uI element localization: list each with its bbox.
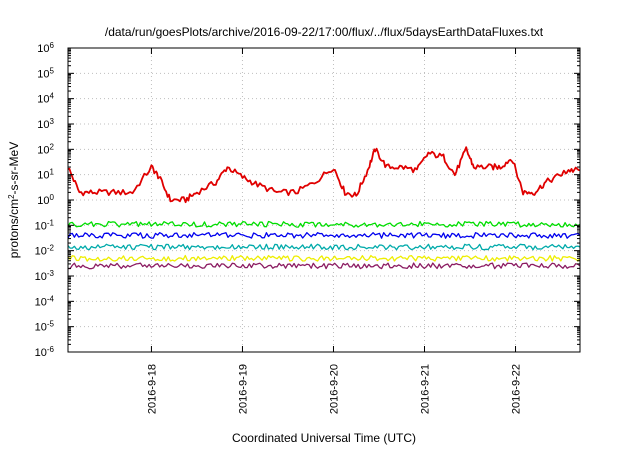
y-tick-label: 10-1 [35, 218, 55, 233]
y-axis-title: protons/cm2-s-sr-MeV [7, 142, 22, 258]
chart-title: /data/run/goesPlots/archive/2016-09-22/1… [105, 25, 544, 39]
series-line [67, 243, 581, 251]
y-tick-base: 10 [37, 170, 49, 182]
y-tick-exponent: -3 [47, 269, 55, 278]
y-tick-exponent: -2 [47, 243, 55, 252]
y-tick-base: 10 [37, 195, 49, 207]
y-tick-label: 102 [37, 142, 54, 157]
x-axis-title: Coordinated Universal Time (UTC) [232, 431, 416, 445]
grid-lines [68, 48, 580, 352]
series-line [67, 146, 581, 204]
y-tick-base: 10 [37, 119, 49, 131]
y-tick-exponent: 2 [50, 142, 55, 151]
y-tick-exponent: 4 [50, 91, 55, 100]
series-line [67, 232, 581, 239]
y-tick-base: 10 [35, 246, 47, 258]
y-tick-exponent: 1 [50, 167, 55, 176]
y-axis-title-rest: -s-sr-MeV [7, 142, 21, 195]
y-tick-label: 10-2 [35, 243, 55, 258]
y-tick-exponent: 3 [50, 117, 55, 126]
y-tick-exponent: 6 [50, 41, 55, 50]
y-tick-base: 10 [35, 296, 47, 308]
x-tick-label: 2016-9-19 [237, 364, 249, 414]
y-tick-label: 10-5 [35, 319, 55, 334]
y-axis-title-main: protons/cm [7, 199, 21, 258]
y-axis-ticks: 10-610-510-410-310-210-11001011021031041… [35, 41, 580, 360]
series-line [67, 220, 581, 228]
y-tick-label: 104 [37, 91, 54, 106]
y-tick-label: 10-4 [35, 294, 55, 309]
y-tick-exponent: 5 [50, 66, 55, 75]
y-tick-base: 10 [35, 271, 47, 283]
y-tick-label: 10-3 [35, 269, 55, 284]
y-tick-base: 10 [37, 144, 49, 156]
y-tick-base: 10 [37, 68, 49, 80]
y-tick-exponent: 0 [50, 193, 55, 202]
x-tick-label: 2016-9-18 [146, 364, 158, 414]
y-axis-title-exponent: 2 [7, 194, 16, 199]
x-axis-ticks: 2016-9-18 2016-9-19 2016-9-20 2016-9-21 2016… [146, 48, 523, 414]
series-line [67, 262, 581, 270]
y-tick-exponent: -6 [47, 345, 55, 354]
x-tick-label: 2016-9-20 [328, 364, 340, 414]
y-tick-label: 101 [37, 167, 54, 182]
y-tick-exponent: -4 [47, 294, 55, 303]
y-tick-base: 10 [37, 43, 49, 55]
y-tick-label: 10-6 [35, 345, 55, 360]
series-layer [67, 146, 581, 270]
y-tick-base: 10 [35, 220, 47, 232]
y-tick-label: 105 [37, 66, 54, 81]
y-tick-exponent: -5 [47, 319, 55, 328]
y-tick-base: 10 [35, 322, 47, 334]
x-tick-label: 2016-9-21 [420, 364, 432, 414]
y-tick-base: 10 [35, 347, 47, 359]
y-tick-label: 106 [37, 41, 54, 56]
y-tick-label: 103 [37, 117, 54, 132]
x-tick-label: 2016-9-22 [511, 364, 523, 414]
y-tick-base: 10 [37, 94, 49, 106]
series-line [67, 254, 581, 262]
y-tick-exponent: -1 [47, 218, 55, 227]
y-tick-label: 100 [37, 193, 54, 208]
